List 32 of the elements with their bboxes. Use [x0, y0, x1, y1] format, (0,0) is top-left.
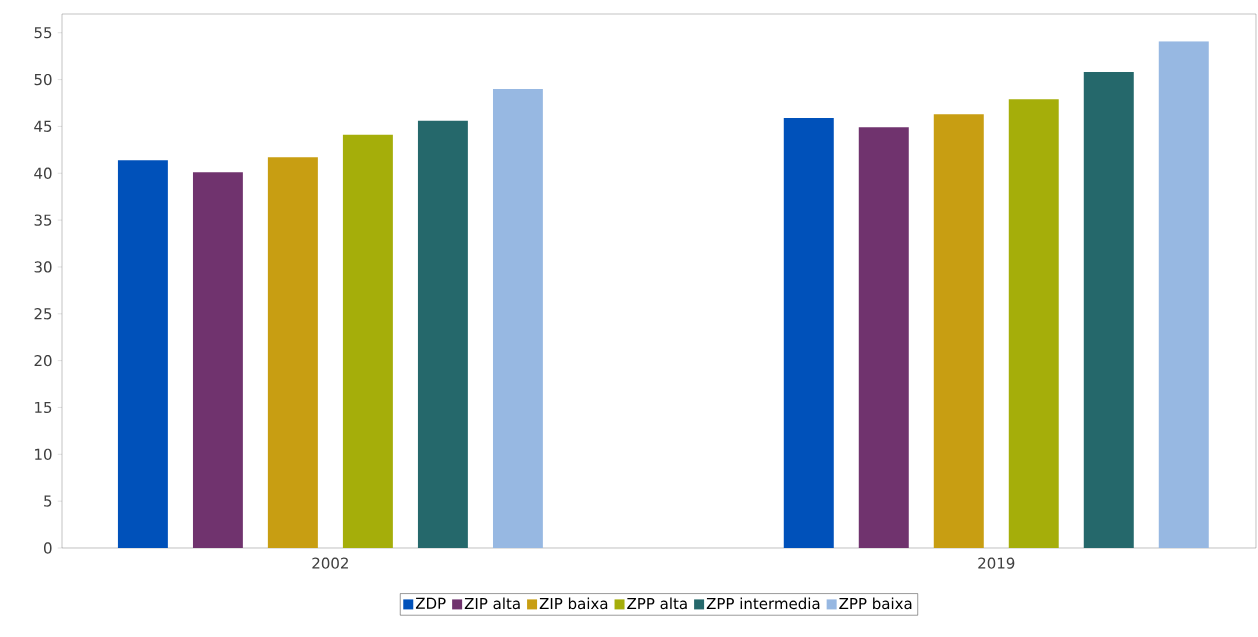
legend-label: ZPP intermedia	[706, 597, 820, 610]
y-tick-label: 45	[34, 120, 52, 132]
x-tick-label: 2002	[312, 557, 348, 569]
bar	[1083, 72, 1134, 548]
bar	[417, 120, 468, 548]
legend-label: ZIP alta	[464, 597, 520, 610]
y-tick-label: 25	[34, 308, 52, 320]
bar	[192, 172, 243, 548]
bar	[492, 88, 543, 548]
bar	[858, 127, 909, 548]
x-tick-label: 2019	[978, 557, 1015, 569]
bar	[933, 114, 984, 548]
bar	[1158, 41, 1209, 548]
y-tick-label: 55	[34, 27, 52, 39]
bar	[1008, 99, 1059, 548]
y-tick-label: 50	[34, 73, 52, 86]
legend-label: ZPP baixa	[839, 597, 912, 610]
y-tick-label: 5	[44, 495, 52, 507]
y-tick-label: 35	[34, 214, 52, 226]
y-tick-label: 30	[34, 261, 52, 273]
y-tick-label: 10	[35, 448, 52, 460]
y-tick-label: 20	[34, 354, 52, 367]
legend-label: ZPP alta	[627, 597, 687, 610]
y-tick-label: 40	[34, 167, 52, 179]
y-tick-label: 15	[35, 401, 52, 414]
bar	[783, 117, 834, 548]
bar	[342, 134, 393, 548]
bar	[117, 160, 168, 548]
bar	[267, 157, 318, 548]
legend-label: ZIP baixa	[539, 597, 608, 610]
y-tick-label: 0	[43, 542, 52, 554]
legend-label: ZDP	[415, 597, 446, 609]
